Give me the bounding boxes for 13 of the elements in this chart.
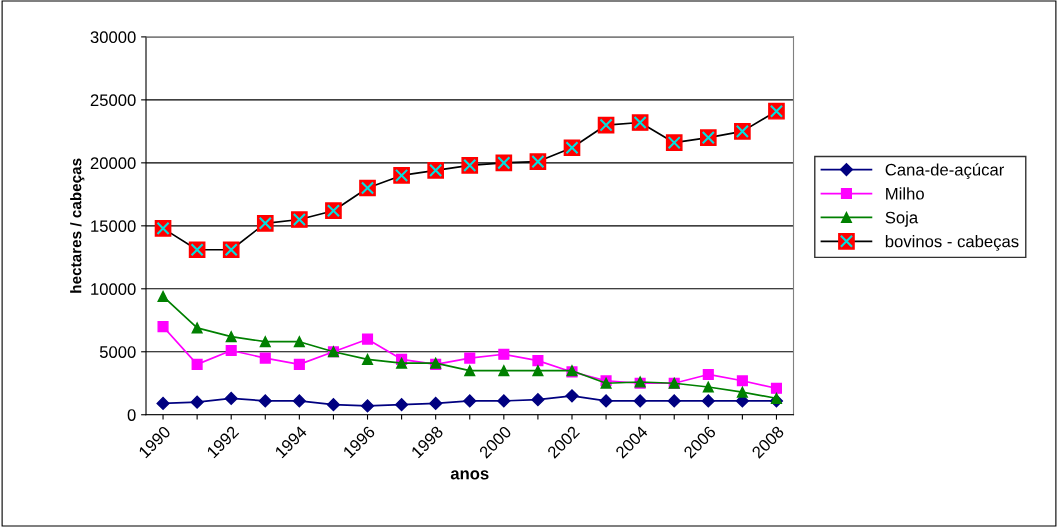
legend-label: Milho <box>886 187 924 200</box>
y-tick-label: 20000 <box>90 157 136 170</box>
legend-label: Cana-de-açúcar <box>885 163 1005 179</box>
legend-label: bovinos - cabeças <box>885 235 1019 251</box>
y-tick-label: 25000 <box>90 94 136 107</box>
y-axis-title: hectares / cabeças <box>70 158 85 293</box>
y-tick-label: 5000 <box>99 346 136 358</box>
y-tick-label: 15000 <box>91 220 136 233</box>
x-axis-title: anos <box>450 470 489 480</box>
legend-label: Soja <box>885 211 919 227</box>
y-tick-label: 30000 <box>90 31 136 44</box>
y-tick-label: 0 <box>127 409 136 421</box>
y-tick-label: 10000 <box>91 283 136 295</box>
